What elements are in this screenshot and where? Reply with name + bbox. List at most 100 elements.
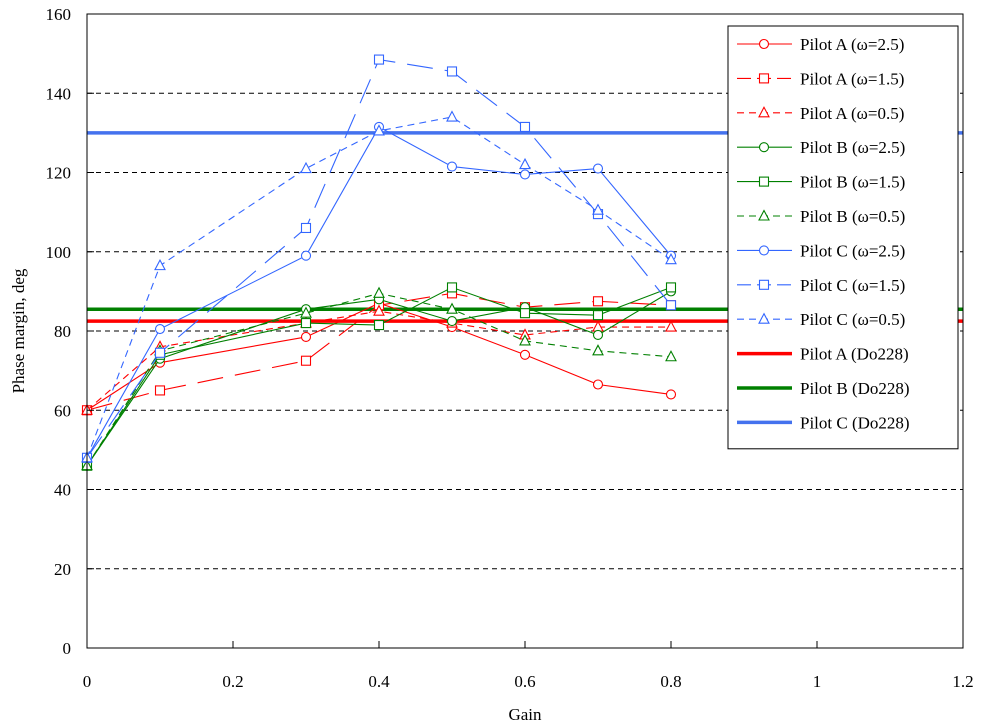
data-point [665,252,677,265]
y-tick-label: 160 [46,5,72,24]
data-point [300,161,312,174]
data-point [446,282,458,293]
data-point [300,250,312,261]
data-point [373,286,385,298]
x-tick-label: 0.8 [660,672,681,691]
data-point [665,320,677,332]
data-point [665,350,677,362]
legend-label: Pilot C (ω=2.5) [800,241,905,260]
series-7 [81,54,677,463]
series-line [86,292,672,467]
legend-label: Pilot A (ω=2.5) [800,35,904,54]
data-point [373,124,385,136]
series-line [86,126,672,459]
data-point [519,169,531,180]
legend-marker [758,176,770,187]
legend-item: Pilot A (ω=2.5) [737,35,904,54]
legend-label: Pilot B (ω=0.5) [800,207,905,226]
data-point [300,318,312,329]
data-point [154,258,166,271]
x-tick-label: 0.4 [368,672,390,691]
legend-label: Pilot C (ω=1.5) [800,276,905,295]
data-point [154,347,166,358]
legend-marker [758,142,770,153]
data-point [592,203,604,215]
data-point [592,310,604,321]
legend-label: Pilot B (ω=1.5) [800,173,905,192]
legend-item: Pilot A (ω=1.5) [737,69,904,88]
legend-label: Pilot A (Do228) [800,345,909,364]
series-line [86,310,671,411]
legend-marker [758,73,770,84]
legend-marker [758,279,770,290]
series-line [86,302,672,411]
legend-item: Pilot B (ω=0.5) [737,207,905,226]
data-point [519,334,531,346]
legend-label: Pilot A (ω=1.5) [800,69,904,88]
legend: Pilot A (ω=2.5) Pilot A (ω=1.5) Pilot A (ω… [727,25,959,450]
data-point [519,157,531,170]
data-point [592,379,604,390]
data-point [373,54,385,65]
data-point [373,320,385,331]
y-tick-label: 140 [46,84,72,103]
data-point [300,331,312,342]
legend-label: Pilot C (Do228) [800,413,910,432]
legend-box [727,25,959,450]
data-point [154,385,166,396]
legend-marker [758,245,770,256]
y-tick-label: 0 [63,639,72,658]
y-tick-label: 20 [54,560,71,579]
series-8 [81,110,677,463]
legend-item: Pilot C (ω=0.5) [737,310,905,329]
legend-item: Pilot C (ω=1.5) [737,276,905,295]
x-tick-label: 0.6 [514,672,535,691]
legend-marker [758,38,770,50]
data-point [446,66,458,77]
data-point [665,300,677,311]
x-tick-label: 0 [83,672,92,691]
data-point [300,306,312,318]
data-point [519,121,531,132]
legend-item: Pilot A (Do228) [737,345,909,364]
data-point [300,355,312,366]
legend-item: Pilot C (ω=2.5) [737,241,905,260]
x-tick-label: 1.2 [952,672,973,691]
y-tick-label: 60 [54,401,71,420]
legend-item: Pilot B (Do228) [737,379,910,398]
y-tick-label: 80 [54,322,71,341]
legend-label: Pilot A (ω=0.5) [800,104,904,123]
legend-marker [758,312,770,324]
data-point [446,302,458,314]
y-tick-label: 120 [46,164,72,183]
data-point [446,110,458,122]
legend-item: Pilot B (ω=2.5) [737,138,905,157]
series-line [86,116,672,458]
series-0 [81,298,677,416]
series-layer [81,54,677,471]
data-point [519,349,531,360]
legend-item: Pilot C (Do228) [737,413,910,432]
data-point [446,316,458,327]
legend-item: Pilot B (ω=1.5) [737,173,905,192]
y-tick-label: 100 [46,243,72,262]
legend-item: Pilot A (ω=0.5) [737,104,904,123]
data-point [592,344,604,356]
data-point [592,320,604,332]
data-point [665,389,677,400]
legend-marker [758,106,770,118]
legend-label: Pilot B (Do228) [800,379,910,398]
series-line [86,58,672,459]
data-point [592,163,604,174]
data-point [592,329,604,341]
x-tick-label: 1 [813,672,822,691]
data-point [154,323,166,335]
legend-marker [758,209,770,221]
data-point [446,161,458,172]
axis-layer: 0 0.2 0.4 0.6 0.8 1 1.2 0 20 40 60 80 100 120 140 160 [46,5,974,691]
y-axis-title: Phase margin, deg [9,268,28,393]
data-point [300,222,312,234]
series-line [86,290,672,467]
